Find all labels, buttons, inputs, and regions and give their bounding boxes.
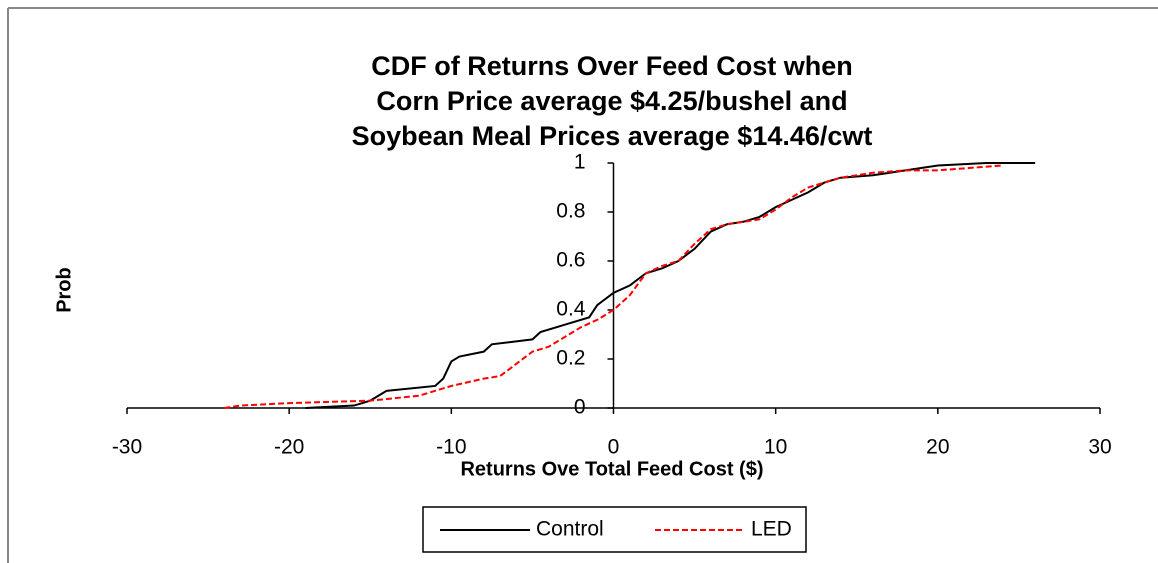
y-tick-label: 0.6	[556, 249, 585, 272]
y-tick-label: 0.2	[556, 347, 585, 370]
y-tick-label: 1	[574, 151, 586, 174]
legend-label: Control	[536, 518, 604, 541]
x-tick-label: 30	[1088, 436, 1111, 459]
y-tick-label: 0	[574, 396, 586, 419]
x-tick-label: -30	[112, 436, 142, 459]
series-line	[305, 162, 1036, 409]
chart-title: Corn Price average $4.25/bushel and	[376, 86, 847, 116]
legend-label: LED	[751, 518, 792, 541]
chart-title: Soybean Meal Prices average $14.46/cwt	[352, 121, 873, 151]
x-axis-label: Returns Ove Total Feed Cost ($)	[460, 458, 763, 480]
chart-title: CDF of Returns Over Feed Cost when	[371, 51, 853, 81]
x-tick-label: 0	[608, 436, 620, 459]
x-tick-label: -20	[274, 436, 304, 459]
y-tick-label: 0.8	[556, 200, 585, 223]
series-line	[224, 164, 1003, 409]
x-tick-label: 20	[926, 436, 949, 459]
y-tick-label: 0.4	[556, 298, 586, 321]
x-tick-label: -10	[436, 436, 466, 459]
y-axis-label: Prob	[53, 267, 75, 313]
x-tick-label: 10	[764, 436, 787, 459]
